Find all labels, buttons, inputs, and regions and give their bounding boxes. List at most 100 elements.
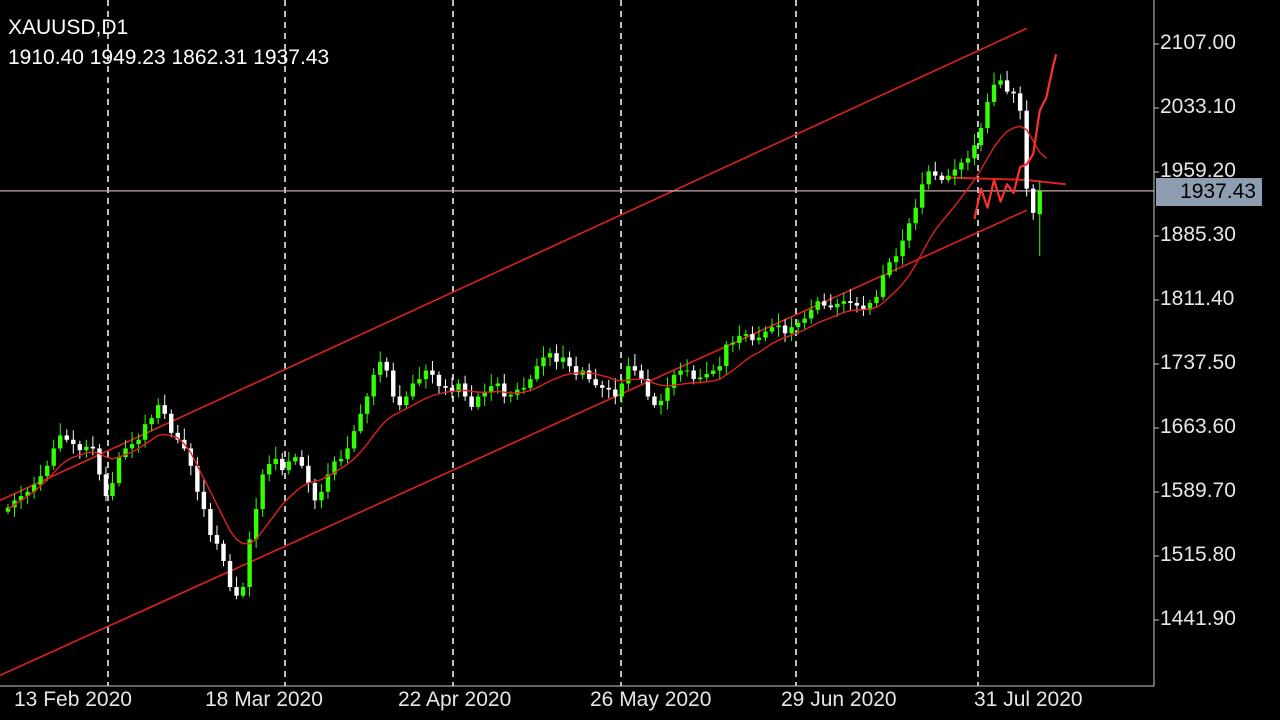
candle-body — [913, 207, 918, 224]
time-tick-label: 26 May 2020 — [590, 688, 712, 711]
price-tick-label: 2033.10 — [1160, 95, 1236, 118]
candle — [149, 414, 154, 432]
candle-body — [1031, 188, 1036, 213]
candle — [227, 554, 233, 592]
candle — [815, 296, 820, 315]
time-tick-label: 31 Jul 2020 — [974, 688, 1083, 711]
candle — [286, 451, 291, 475]
candle-body — [645, 379, 651, 397]
candle-body — [1017, 93, 1023, 111]
candle-body — [658, 400, 664, 406]
candle — [808, 299, 814, 324]
candle-body — [253, 509, 259, 540]
candle-body — [841, 301, 847, 304]
candle — [776, 313, 781, 337]
candle — [312, 478, 318, 510]
candle-body — [208, 509, 213, 536]
candle-body — [769, 327, 775, 332]
candle — [299, 450, 305, 469]
candle-body — [639, 370, 644, 380]
candle — [926, 165, 931, 190]
price-tick-label: 2107.00 — [1160, 31, 1236, 54]
candle — [410, 374, 416, 400]
channel-lower-line — [0, 209, 1028, 677]
candle-body — [573, 366, 579, 375]
candle-body — [835, 303, 840, 308]
candle-body — [763, 331, 768, 338]
candle — [1017, 86, 1023, 120]
candle-body — [613, 389, 618, 397]
candle-body — [384, 361, 389, 371]
price-tick-label: 1663.60 — [1160, 415, 1236, 438]
candle-body — [861, 305, 866, 310]
candle-body — [684, 370, 690, 372]
price-tick-label: 1959.20 — [1160, 159, 1236, 182]
candle-body — [985, 102, 990, 129]
candle-body — [795, 322, 801, 328]
candle-body — [469, 396, 474, 407]
candle-body — [175, 432, 180, 440]
candle-body — [946, 175, 951, 180]
candle — [423, 364, 429, 389]
candle-body — [887, 262, 892, 276]
candle — [893, 248, 899, 272]
candle-body — [364, 396, 370, 414]
candle-body — [874, 296, 879, 303]
candle — [456, 379, 461, 398]
candle-body — [822, 301, 827, 306]
candle — [521, 377, 527, 394]
candle — [652, 393, 657, 408]
moving-average-line — [7, 125, 1047, 545]
candle — [743, 329, 749, 342]
candle-body — [110, 483, 115, 497]
candle-body — [508, 394, 514, 397]
candle — [123, 439, 128, 460]
candle — [155, 398, 161, 425]
candle — [306, 455, 311, 493]
candle-body — [410, 383, 416, 397]
candle — [332, 456, 337, 481]
candle — [462, 375, 468, 401]
candle — [515, 382, 520, 400]
candle — [933, 161, 938, 180]
candle-body — [77, 444, 83, 451]
chart-symbol-timeframe: XAUUSD,D1 — [8, 16, 129, 39]
candle — [946, 168, 951, 183]
candle — [952, 159, 958, 186]
candle-body — [449, 387, 455, 393]
candle-body — [338, 458, 344, 462]
candle — [364, 393, 370, 424]
candle — [475, 391, 481, 410]
candle — [717, 356, 722, 381]
candle — [18, 485, 24, 510]
candle-body — [560, 357, 566, 362]
time-tick-label: 18 Mar 2020 — [205, 688, 323, 711]
candle — [129, 431, 135, 458]
candle — [378, 351, 383, 383]
candle-body — [25, 491, 30, 497]
candle — [325, 463, 331, 499]
candle-body — [293, 457, 298, 462]
candle-body — [397, 396, 402, 406]
candle-body — [443, 386, 448, 388]
candle-body — [586, 370, 592, 380]
candle-body — [880, 275, 886, 297]
forecast-path — [973, 54, 1058, 220]
candle-body — [776, 325, 781, 328]
candle-body — [547, 353, 553, 358]
candle-body — [632, 366, 638, 371]
price-tick-label: 1811.40 — [1160, 287, 1235, 310]
candle — [730, 335, 736, 353]
candle-body — [711, 370, 716, 374]
candle-body — [593, 379, 598, 386]
candle-body — [691, 370, 696, 380]
channel-upper-line — [0, 27, 1028, 502]
candle-body — [188, 448, 194, 466]
candle-body — [1011, 91, 1016, 94]
candle-body — [1024, 110, 1029, 189]
candle-body — [155, 405, 161, 419]
candle — [906, 218, 912, 249]
candle-body — [116, 457, 122, 484]
candle-body — [345, 448, 350, 459]
